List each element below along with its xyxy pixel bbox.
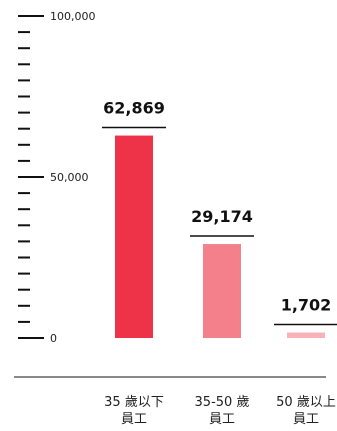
x-tick-label: 35-50 歲員工 xyxy=(195,395,250,427)
bar-value-label: 62,869 xyxy=(103,99,165,118)
bar-value-label: 1,702 xyxy=(281,296,332,315)
x-tick-label: 35 歲以下員工 xyxy=(104,395,164,427)
bar xyxy=(203,244,241,338)
y-tick-label: 100,000 xyxy=(50,10,96,23)
y-tick-label: 0 xyxy=(50,332,57,345)
category-labels: 35 歲以下員工 35-50 歲員工 50 歲以上員工 xyxy=(104,395,336,427)
bar-value-label: 29,174 xyxy=(191,207,253,226)
bars: 62,869 29,174 1,702 xyxy=(102,99,337,338)
y-tick-label: 50,000 xyxy=(50,171,89,184)
bar xyxy=(115,135,153,338)
bar xyxy=(287,332,325,338)
x-tick-label: 50 歲以上員工 xyxy=(276,395,336,427)
y-axis: 0 50,000 100,000 xyxy=(18,10,96,345)
